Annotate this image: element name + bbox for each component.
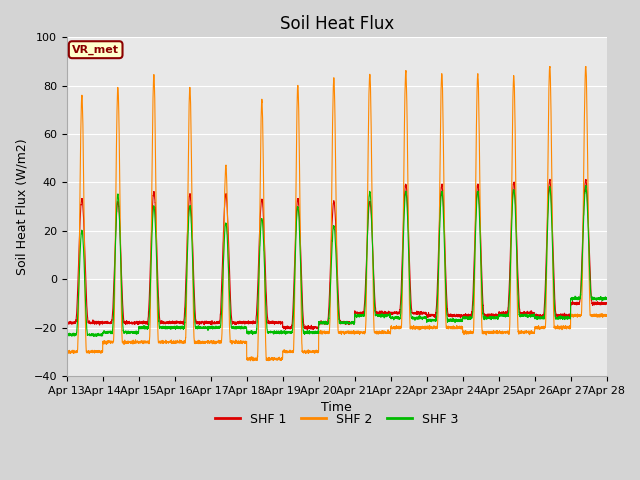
SHF 3 xyxy=(603,297,611,302)
SHF 2 xyxy=(488,328,496,334)
SHF 3 xyxy=(488,314,496,320)
SHF 1 xyxy=(458,312,465,318)
Line: SHF 3: SHF 3 xyxy=(67,186,607,336)
SHF 2 xyxy=(602,313,610,319)
Line: SHF 1: SHF 1 xyxy=(67,180,607,330)
SHF 3 xyxy=(317,319,324,325)
SHF 3 xyxy=(428,317,435,323)
SHF 1 xyxy=(317,319,324,325)
Text: VR_met: VR_met xyxy=(72,45,119,55)
SHF 2 xyxy=(458,325,465,331)
SHF 2 xyxy=(317,327,324,333)
SHF 3 xyxy=(160,324,168,330)
SHF 3 xyxy=(582,183,589,189)
SHF 1 xyxy=(428,313,435,319)
SHF 2 xyxy=(428,324,435,330)
Line: SHF 2: SHF 2 xyxy=(67,66,607,361)
Legend: SHF 1, SHF 2, SHF 3: SHF 1, SHF 2, SHF 3 xyxy=(209,408,464,431)
Title: Soil Heat Flux: Soil Heat Flux xyxy=(280,15,394,33)
SHF 3 xyxy=(458,319,465,324)
SHF 3 xyxy=(63,331,70,336)
X-axis label: Time: Time xyxy=(321,401,352,414)
SHF 1 xyxy=(160,320,168,326)
SHF 2 xyxy=(63,349,70,355)
SHF 2 xyxy=(160,338,168,344)
SHF 3 xyxy=(64,334,72,339)
SHF 1 xyxy=(603,301,611,307)
SHF 1 xyxy=(488,312,496,318)
SHF 1 xyxy=(546,177,554,182)
Y-axis label: Soil Heat Flux (W/m2): Soil Heat Flux (W/m2) xyxy=(15,138,28,275)
SHF 1 xyxy=(309,327,317,333)
SHF 1 xyxy=(602,300,610,305)
SHF 2 xyxy=(603,313,611,319)
SHF 2 xyxy=(247,358,255,364)
SHF 1 xyxy=(63,320,70,325)
SHF 3 xyxy=(602,296,610,302)
SHF 2 xyxy=(546,63,554,69)
